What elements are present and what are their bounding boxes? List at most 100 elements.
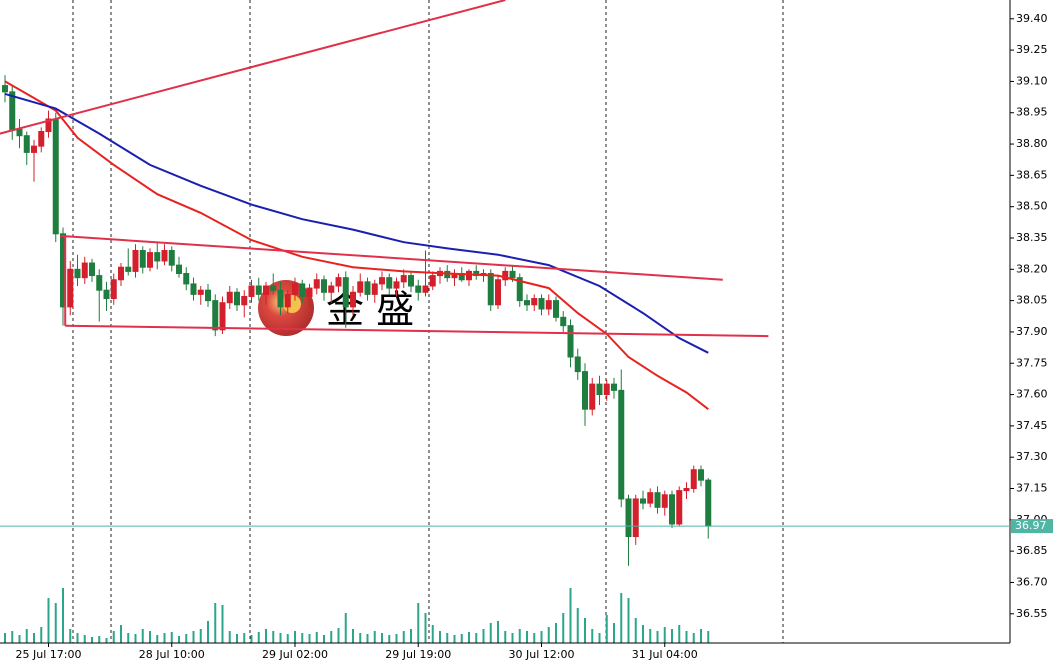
y-tick-label: 37.75 (1016, 356, 1048, 369)
candle-body (89, 262, 95, 277)
candle-body (270, 285, 277, 291)
y-tick-label: 38.65 (1016, 168, 1048, 181)
candle-body (263, 285, 269, 295)
x-tick-label: 31 Jul 04:00 (632, 648, 698, 661)
candle-body (81, 262, 88, 279)
candle-body (292, 283, 298, 295)
candle-body (255, 285, 262, 295)
candle-body (466, 270, 472, 281)
candle-body (400, 275, 407, 283)
candle-body (690, 469, 697, 490)
candle-body (698, 469, 704, 481)
candle-body (2, 85, 8, 93)
y-tick-label: 37.60 (1016, 388, 1048, 401)
candle-body (502, 270, 509, 281)
candle-body (393, 281, 400, 289)
candle-body (190, 283, 197, 295)
candle-body (132, 250, 139, 272)
candle-body (371, 283, 378, 295)
candle-body (582, 371, 588, 410)
candle-body (683, 488, 690, 492)
candle-body (408, 275, 414, 287)
candle-body (531, 298, 538, 306)
candle-body (154, 252, 161, 262)
candle-body (429, 275, 436, 287)
y-tick-label: 37.45 (1016, 419, 1048, 432)
candle-body (647, 492, 654, 504)
candle-body (306, 287, 313, 297)
candle-body (103, 289, 110, 300)
candle-body (277, 289, 284, 308)
candle-body (226, 291, 233, 304)
candle-body (676, 490, 683, 525)
candle-body (632, 498, 639, 538)
x-tick-label: 25 Jul 17:00 (16, 648, 82, 661)
candle-body (640, 498, 646, 504)
y-tick-label: 38.05 (1016, 294, 1048, 307)
candle-body (74, 268, 81, 279)
candle-body (197, 289, 204, 295)
candle-body (661, 494, 668, 508)
candle-body (625, 498, 632, 538)
candle-body (342, 277, 349, 308)
candle-body (596, 383, 603, 396)
y-tick-label: 36.85 (1016, 544, 1048, 557)
candle-body (611, 383, 617, 391)
y-tick-label: 38.80 (1016, 137, 1048, 150)
candle-body (386, 277, 393, 289)
candle-body (248, 285, 255, 297)
candle-body (705, 479, 712, 527)
watermark: 金 盛 (258, 280, 414, 336)
candle-body (379, 277, 385, 285)
x-tick-label: 29 Jul 19:00 (385, 648, 451, 661)
candle-body (241, 295, 248, 306)
candle-body (415, 285, 422, 293)
candle-body (299, 283, 306, 297)
y-tick-label: 37.15 (1016, 482, 1048, 495)
candle-body (574, 356, 581, 373)
candle-body (516, 277, 523, 302)
candle-body (38, 131, 45, 147)
candle-body (284, 293, 291, 308)
candle-body (364, 281, 371, 295)
plot-area (0, 0, 769, 643)
candle-body (618, 389, 625, 500)
candle-body (118, 266, 124, 281)
y-tick-label: 38.95 (1016, 106, 1048, 119)
last-price-tag (1011, 519, 1053, 534)
candle-body (23, 135, 30, 153)
candle-body (328, 285, 335, 293)
y-tick-label: 37.90 (1016, 325, 1048, 338)
y-tick-label: 36.55 (1016, 607, 1048, 620)
candle-body (545, 300, 552, 310)
candle-body (52, 118, 59, 235)
candle-body (139, 250, 146, 268)
candle-body (335, 277, 342, 287)
y-tick-label: 38.35 (1016, 231, 1048, 244)
candle-body (31, 145, 37, 153)
trendline (60, 234, 723, 281)
x-tick-label: 29 Jul 02:00 (262, 648, 328, 661)
moving-average (4, 92, 709, 354)
candle-body (16, 128, 23, 137)
candle-body (357, 281, 364, 293)
trendline (65, 324, 769, 338)
candle-body (603, 383, 610, 396)
last-price-label: 36.97 (1015, 519, 1047, 532)
y-tick-label: 39.40 (1016, 12, 1048, 25)
y-tick-label: 37.30 (1016, 450, 1048, 463)
x-tick-label: 30 Jul 12:00 (509, 648, 575, 661)
candle-body (147, 252, 153, 268)
candle-body (168, 250, 175, 266)
trendline (0, 0, 506, 135)
candle-body (495, 279, 501, 306)
candle-body (176, 264, 182, 274)
y-tick-label: 36.70 (1016, 575, 1048, 588)
candle-body (553, 300, 559, 318)
candle-body (567, 325, 574, 358)
candle-body (45, 118, 52, 133)
candle-body (422, 285, 429, 293)
y-tick-label: 39.10 (1016, 74, 1048, 87)
candle-body (234, 291, 240, 306)
